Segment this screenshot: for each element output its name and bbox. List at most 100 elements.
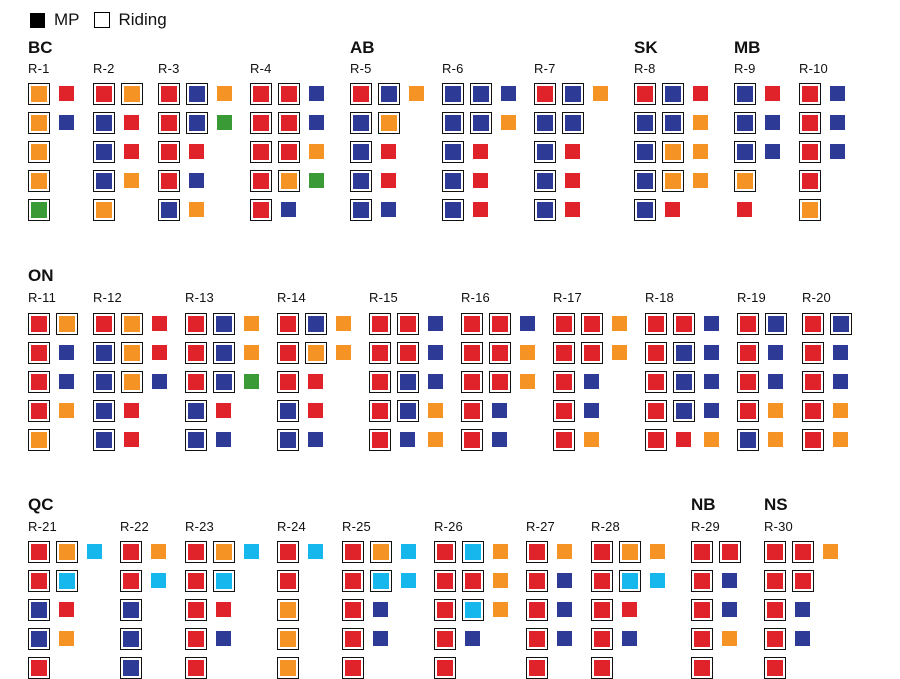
- mp-riding-tile: [397, 371, 419, 393]
- riding-label: R-26: [434, 519, 463, 534]
- party-fill: [400, 403, 416, 419]
- party-fill: [216, 544, 232, 560]
- mp-riding-tile: [792, 541, 814, 563]
- party-fill: [529, 660, 545, 676]
- party-fill: [464, 432, 480, 448]
- party-fill: [676, 403, 692, 419]
- party-fill: [161, 144, 177, 160]
- mp-tile: [59, 345, 74, 360]
- mp-riding-tile: [121, 371, 143, 393]
- party-fill: [767, 660, 783, 676]
- party-fill: [694, 631, 710, 647]
- party-fill: [768, 316, 784, 332]
- party-fill: [767, 602, 783, 618]
- party-fill: [381, 86, 397, 102]
- mp-riding-tile: [120, 657, 142, 679]
- mp-riding-tile: [369, 313, 391, 335]
- mp-riding-tile: [799, 83, 821, 105]
- mp-riding-tile: [442, 141, 464, 163]
- mp-tile: [768, 374, 783, 389]
- mp-riding-tile: [93, 83, 115, 105]
- mp-riding-tile: [442, 112, 464, 134]
- party-fill: [740, 316, 756, 332]
- party-fill: [437, 631, 453, 647]
- mp-riding-tile: [591, 657, 613, 679]
- mp-tile: [428, 403, 443, 418]
- mp-riding-tile: [534, 141, 556, 163]
- mp-riding-tile: [93, 112, 115, 134]
- mp-riding-tile: [645, 400, 667, 422]
- party-fill: [96, 345, 112, 361]
- mp-riding-tile: [28, 400, 50, 422]
- mp-tile: [373, 631, 388, 646]
- mp-tile: [216, 403, 231, 418]
- party-fill: [464, 316, 480, 332]
- mp-riding-tile: [185, 429, 207, 451]
- mp-riding-tile: [250, 112, 272, 134]
- party-fill: [694, 602, 710, 618]
- party-fill: [345, 544, 361, 560]
- party-fill: [465, 573, 481, 589]
- mp-riding-tile: [158, 170, 180, 192]
- riding-label: R-7: [534, 61, 556, 76]
- mp-tile: [59, 631, 74, 646]
- party-fill: [188, 432, 204, 448]
- mp-riding-tile: [28, 628, 50, 650]
- mp-riding-tile: [764, 628, 786, 650]
- mp-riding-tile: [350, 112, 372, 134]
- mp-riding-tile: [185, 599, 207, 621]
- party-fill: [161, 86, 177, 102]
- party-fill: [59, 316, 75, 332]
- party-fill: [473, 86, 489, 102]
- mp-tile: [501, 86, 516, 101]
- mp-riding-tile: [553, 400, 575, 422]
- mp-riding-tile: [28, 570, 50, 592]
- mp-riding-tile: [691, 628, 713, 650]
- mp-riding-tile: [120, 541, 142, 563]
- mp-riding-tile: [120, 570, 142, 592]
- party-fill: [280, 432, 296, 448]
- party-fill: [529, 573, 545, 589]
- mp-riding-tile: [461, 400, 483, 422]
- party-fill: [737, 173, 753, 189]
- mp-riding-tile: [350, 170, 372, 192]
- mp-tile: [381, 144, 396, 159]
- party-fill: [161, 202, 177, 218]
- mp-tile: [189, 173, 204, 188]
- party-fill: [280, 544, 296, 560]
- party-fill: [594, 573, 610, 589]
- party-fill: [31, 345, 47, 361]
- mp-riding-tile: [470, 112, 492, 134]
- mp-riding-tile: [764, 599, 786, 621]
- mp-tile: [795, 631, 810, 646]
- mp-tile: [830, 144, 845, 159]
- mp-riding-tile: [93, 429, 115, 451]
- party-fill: [648, 403, 664, 419]
- province-label: BC: [28, 38, 53, 57]
- mp-riding-tile: [369, 342, 391, 364]
- province-label: QC: [28, 495, 54, 514]
- mp-riding-tile: [734, 170, 756, 192]
- party-fill: [253, 173, 269, 189]
- mp-riding-tile: [526, 628, 548, 650]
- mp-riding-tile: [28, 429, 50, 451]
- province-label: NB: [691, 495, 716, 514]
- party-fill: [740, 432, 756, 448]
- mp-riding-tile: [526, 599, 548, 621]
- party-fill: [123, 660, 139, 676]
- party-fill: [637, 202, 653, 218]
- party-fill: [372, 374, 388, 390]
- mp-riding-tile: [397, 400, 419, 422]
- mp-riding-tile: [185, 570, 207, 592]
- legend-riding: Riding: [93, 10, 167, 30]
- party-fill: [492, 316, 508, 332]
- party-fill: [740, 403, 756, 419]
- mp-tile: [704, 316, 719, 331]
- mp-riding-tile: [534, 112, 556, 134]
- mp-riding-tile: [462, 541, 484, 563]
- party-fill: [445, 86, 461, 102]
- party-fill: [353, 115, 369, 131]
- mp-riding-tile: [619, 570, 641, 592]
- mp-riding-tile: [634, 199, 656, 221]
- party-fill: [584, 316, 600, 332]
